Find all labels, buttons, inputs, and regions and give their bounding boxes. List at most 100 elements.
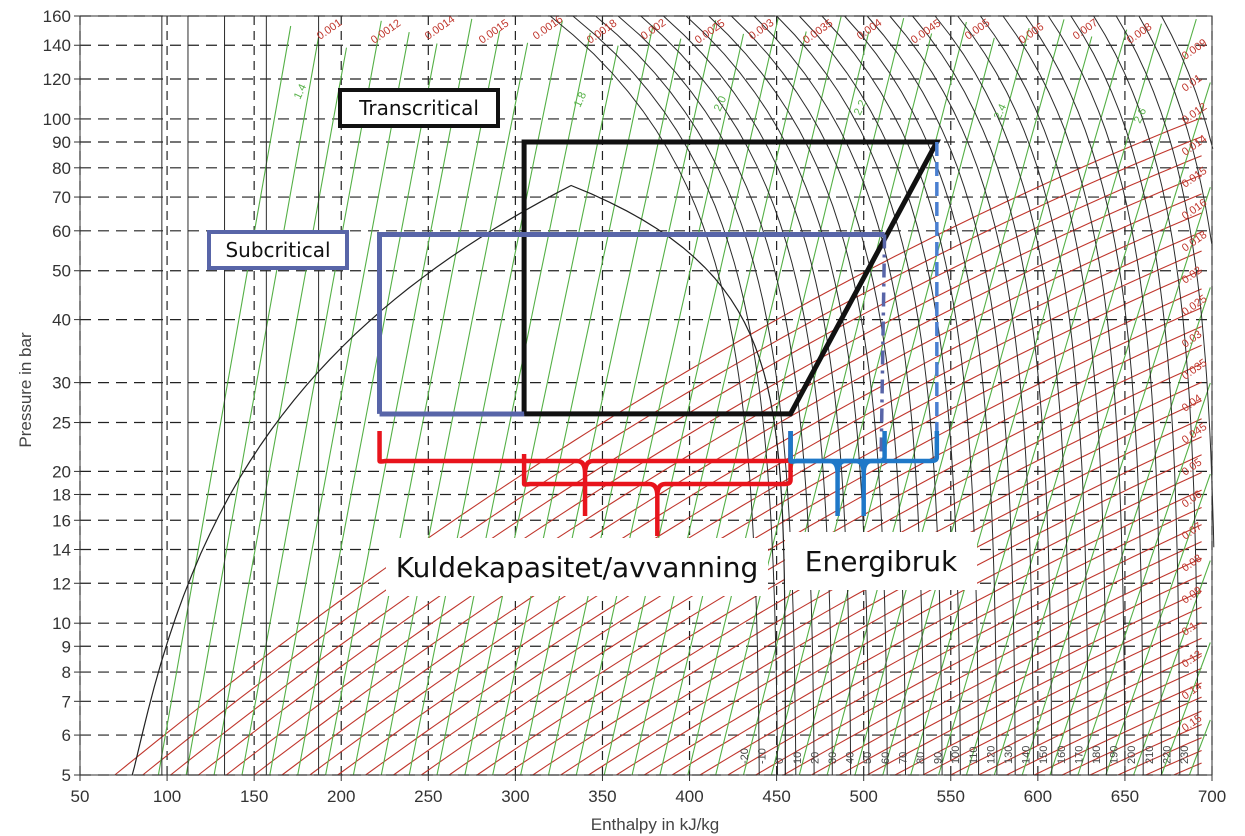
- isochore-line: [1145, 749, 1202, 776]
- label-cooling-capacity-box: [386, 538, 768, 596]
- isochore-line: [671, 489, 1202, 776]
- isentrope-line: [938, 23, 1163, 776]
- x-tick-label: 550: [937, 787, 965, 806]
- isochore-line: [1061, 710, 1202, 776]
- isentrope-line: [297, 43, 438, 776]
- isentrope-line: [492, 25, 654, 776]
- isotherm-label: 30: [827, 752, 839, 764]
- label-cooling-capacity: Kuldekapasitet/avvanning: [396, 551, 759, 584]
- isentrope-label: 2.6: [1132, 106, 1149, 125]
- isochore-line: [337, 269, 1202, 776]
- label-energy-use: Energibruk: [805, 545, 958, 578]
- isochore-line: [420, 325, 1202, 776]
- isochore-line: [225, 193, 1202, 776]
- isentrope-line: [910, 29, 1128, 776]
- y-tick-label: 40: [52, 311, 71, 330]
- isotherm-line: [866, 15, 1016, 776]
- isentrope-line: [1049, 287, 1211, 776]
- isotherm-label: 60: [880, 752, 892, 764]
- plot-border: [79, 15, 1213, 776]
- isentrope-line: [185, 36, 320, 776]
- label-transcritical-box: [338, 88, 500, 128]
- isotherm-label: 200: [1126, 746, 1138, 764]
- isentrope-line: [1160, 642, 1211, 776]
- y-tick-label: 120: [43, 70, 71, 89]
- isotherm-label: 100: [950, 746, 962, 764]
- isochore-line: [839, 590, 1202, 776]
- isotherm-line: [1047, 15, 1162, 776]
- isentrope-line: [1188, 719, 1211, 776]
- isotherm-label: 220: [1161, 746, 1173, 764]
- isentrope-label: 2.0: [712, 94, 729, 113]
- y-tick-label: 7: [62, 692, 71, 711]
- isentrope-line: [1133, 560, 1211, 776]
- y-axis-title: Pressure in bar: [16, 332, 35, 448]
- isentrope-label: 2.4: [992, 102, 1009, 121]
- isentrope-line: [436, 32, 591, 776]
- x-axis-title: Enthalpy in kJ/kg: [591, 815, 720, 834]
- x-tick-label: 150: [240, 787, 268, 806]
- bracket-energy-transcritical: [788, 431, 940, 516]
- isochore-line: [978, 667, 1202, 776]
- isentrope-line: [464, 45, 619, 776]
- y-tick-label: 100: [43, 110, 71, 129]
- x-tick-label: 200: [327, 787, 355, 806]
- x-tick-label: 50: [71, 787, 90, 806]
- isotherm-label: -20: [739, 748, 751, 764]
- isotherm-line: [1138, 15, 1213, 244]
- isotherm-label: 110: [968, 746, 980, 764]
- annotations: Transcritical Subcritical Kuldekapasitet/a…: [207, 88, 977, 596]
- label-energy-use-box: [785, 532, 977, 590]
- isochore-line: [142, 136, 1202, 776]
- isotherm-line: [889, 15, 1034, 776]
- isentrope-line: [269, 31, 410, 776]
- isotherm-label: 130: [1003, 746, 1015, 764]
- y-tick-label: 20: [52, 462, 71, 481]
- isochore-line: [1034, 696, 1202, 776]
- isochore-line: [922, 637, 1202, 776]
- x-tick-label: 600: [1024, 787, 1052, 806]
- y-tick-label: 16: [52, 511, 71, 530]
- y-tick-label: 70: [52, 188, 71, 207]
- isentrope-line: [213, 47, 348, 776]
- y-tick-label: 90: [52, 133, 71, 152]
- y-tick-label: 60: [52, 222, 71, 241]
- isotherm-line: [1161, 15, 1214, 149]
- isentrope-line: [352, 30, 501, 776]
- bracket-cooling-transcritical: [521, 454, 793, 536]
- isotherm-line: [979, 15, 1108, 775]
- isentrope-line: [798, 37, 995, 776]
- isotherm-label: 80: [915, 752, 927, 764]
- brackets: [377, 431, 940, 536]
- x-tick-label: 700: [1198, 787, 1226, 806]
- isochore-line: [644, 472, 1202, 776]
- isentrope-lines: [157, 16, 1211, 776]
- isentrope-line: [325, 18, 473, 776]
- y-tick-label: 25: [52, 414, 71, 433]
- isotherm-label: 50: [862, 752, 874, 764]
- isotherm-label: 40: [845, 752, 857, 764]
- subcritical-discharge-line: [879, 234, 887, 458]
- isotherm-line: [1115, 15, 1215, 548]
- isotherm-label: 90: [933, 752, 945, 764]
- isotherm-label: 70: [897, 752, 909, 764]
- isochore-line: [588, 436, 1202, 776]
- isentrope-line: [520, 38, 682, 776]
- y-tick-label: 14: [52, 541, 71, 560]
- isotherm-label: 170: [1073, 746, 1085, 764]
- y-tick-label: 10: [52, 614, 71, 633]
- cycle-subcritical-upper: [377, 232, 885, 414]
- y-tick-label: 30: [52, 374, 71, 393]
- isentrope-line: [631, 31, 807, 776]
- x-tick-label: 300: [501, 787, 529, 806]
- y-tick-label: 140: [43, 36, 71, 55]
- x-tick-label: 350: [588, 787, 616, 806]
- isotherm-label: 140: [1021, 746, 1033, 764]
- saturation-curve: [131, 184, 786, 776]
- isochore-line: [866, 606, 1202, 776]
- y-tick-label: 6: [62, 726, 71, 745]
- y-tick-label: 50: [52, 262, 71, 281]
- isentrope-line: [547, 20, 717, 776]
- label-transcritical: Transcritical: [358, 96, 479, 120]
